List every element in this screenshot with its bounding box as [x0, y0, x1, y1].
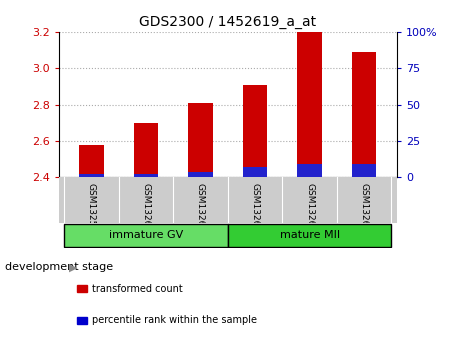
Bar: [79, 175, 104, 177]
Bar: [188, 172, 213, 177]
Text: transformed count: transformed count: [92, 284, 183, 293]
Text: GSM132659: GSM132659: [251, 183, 259, 238]
Bar: [352, 164, 377, 177]
Bar: [64, 224, 228, 246]
Bar: [79, 144, 104, 177]
Text: ▶: ▶: [69, 262, 77, 272]
Bar: [297, 32, 322, 177]
Bar: [133, 173, 158, 177]
Bar: [188, 103, 213, 177]
Text: GSM132657: GSM132657: [142, 183, 151, 238]
Bar: [297, 164, 322, 177]
Text: mature MII: mature MII: [280, 230, 340, 240]
Bar: [133, 123, 158, 177]
Bar: [243, 167, 267, 177]
Title: GDS2300 / 1452619_a_at: GDS2300 / 1452619_a_at: [139, 16, 316, 29]
Text: GSM132658: GSM132658: [196, 183, 205, 238]
Text: GSM132661: GSM132661: [359, 183, 368, 238]
Text: percentile rank within the sample: percentile rank within the sample: [92, 315, 258, 325]
Text: immature GV: immature GV: [109, 230, 183, 240]
Text: GSM132592: GSM132592: [87, 183, 96, 238]
Bar: [228, 224, 391, 246]
Text: development stage: development stage: [5, 262, 113, 272]
Bar: [352, 52, 377, 177]
Bar: [243, 85, 267, 177]
Text: GSM132660: GSM132660: [305, 183, 314, 238]
